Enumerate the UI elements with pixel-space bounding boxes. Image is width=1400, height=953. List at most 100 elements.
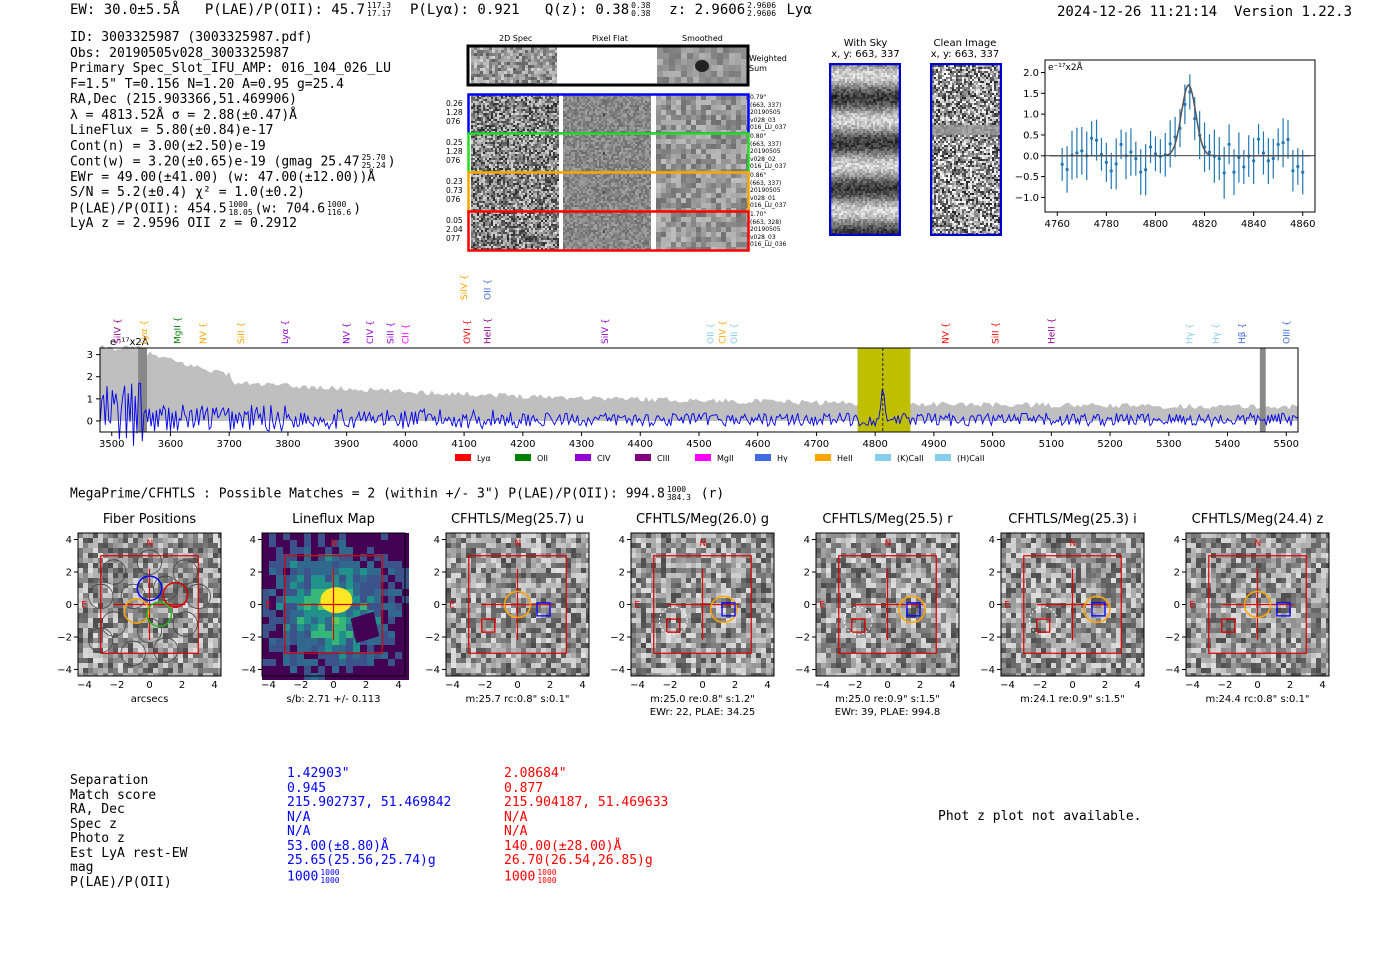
imaging-ytick-label: 2 xyxy=(989,568,995,579)
fiber-pixel-flat-mark xyxy=(603,152,605,155)
compass-n: N xyxy=(1070,539,1077,549)
full-spectrum-ytick-label: 3 xyxy=(87,350,93,361)
full-spectrum-xtick-label: 3500 xyxy=(99,439,124,450)
aperture-box xyxy=(100,555,199,654)
imaging-ytick-label: −4 xyxy=(610,665,625,676)
fiber-row-right-label: 0.79" (663, 337) 20190505 v028_03 016_LU_037 xyxy=(750,94,787,131)
fiber-pixel-flat-mark xyxy=(603,113,605,116)
imaging-xtick-label: 0 xyxy=(884,680,891,691)
fiber-2d-spec xyxy=(471,95,559,133)
imaging-xtick-label: 2 xyxy=(362,680,370,691)
match-value: 26.70(26.54,26.85)g xyxy=(504,853,653,868)
full-spectrum-xtick-label: 4500 xyxy=(686,439,711,450)
imaging-xtick-label: −2 xyxy=(293,680,309,691)
line-mark-label: CIV { xyxy=(366,320,376,344)
linefit-xtick-label: 4780 xyxy=(1094,219,1119,230)
header-plae: P(LAE)/P(OII): 45.7 xyxy=(204,2,366,18)
clean-image-title: Clean Image x, y: 663, 337 xyxy=(930,38,1000,60)
match-value: N/A xyxy=(504,824,528,839)
match-1-box xyxy=(536,602,551,617)
imaging-ytick-label: −2 xyxy=(1165,633,1180,644)
match-label: Est LyA rest-EW xyxy=(70,845,188,861)
linefit-ytick-label: 0.5 xyxy=(1023,130,1039,141)
full-spectrum-xtick-label: 4100 xyxy=(451,439,476,450)
match-1-values: 1.42903" 0.945 215.902737, 51.469842 N/A N/A… xyxy=(287,766,451,885)
imaging-panel-title: Lineflux Map xyxy=(292,512,375,527)
legend-swatch xyxy=(875,454,891,461)
imaging-xtick-label: 0 xyxy=(699,680,706,691)
info-contn: Cont(n) = 3.00(±2.50)e-19 xyxy=(70,138,266,154)
imaging-xtick-label: 2 xyxy=(1101,680,1109,691)
full-spectrum-xtick-label: 3900 xyxy=(334,439,359,450)
imaging-ytick-label: 0 xyxy=(619,600,625,611)
weighted-2d-spec xyxy=(471,47,557,84)
imaging-xtick-label: −4 xyxy=(445,680,460,691)
imaging-caption: m:24.4 rc:0.8" s:0.1" xyxy=(1205,694,1310,705)
imaging-ytick-label: 0 xyxy=(434,600,440,611)
header-timestamp-version: 2024-12-26 11:21:14 Version 1.22.3 xyxy=(1057,4,1352,20)
imaging-noise xyxy=(631,533,774,676)
full-spectrum-xtick-label: 4900 xyxy=(921,439,946,450)
imaging-xtick-label: 2 xyxy=(1286,680,1294,691)
imaging-caption: m:24.1 re:0.9" s:1.5" xyxy=(1020,694,1125,705)
fiber-separator xyxy=(559,134,563,172)
fiber-circle xyxy=(88,627,114,653)
imaging-xtick-label: 2 xyxy=(178,680,186,691)
line-mark-label: SiIV { xyxy=(460,275,470,300)
info-contw: Cont(w) = 3.20(±0.65)e-19 (gmag 25.47 25.… xyxy=(70,153,396,170)
fiber-separator xyxy=(559,212,563,250)
match-2-box xyxy=(1221,618,1236,633)
fiber-pixel-flat xyxy=(563,212,651,250)
aperture-box xyxy=(1208,555,1307,654)
linefit-ytick-label: −1.0 xyxy=(1015,193,1039,204)
imaging-ytick-label: 4 xyxy=(434,535,440,546)
imaging-xticks: −4 −2 0 2 4 xyxy=(973,680,1156,692)
aperture-box xyxy=(468,555,567,654)
line-mark-label: Hγ { xyxy=(1185,323,1195,344)
full-spectrum-xtick-label: 5500 xyxy=(1274,439,1299,450)
fiber-frame xyxy=(467,210,750,252)
imaging-ytick-label: 4 xyxy=(66,535,72,546)
full-spectrum-xtick-label: 4200 xyxy=(510,439,535,450)
fiber-smoothed xyxy=(656,134,748,172)
fiber-circle xyxy=(101,559,127,585)
imaging-xtick-label: −2 xyxy=(1217,680,1233,691)
imaging-panel-title: CFHTLS/Meg(25.5) r xyxy=(822,512,953,527)
compass-e: E xyxy=(81,601,87,611)
linefit-xtick-label: 4820 xyxy=(1192,219,1217,230)
info-lambda: λ = 4813.52Å σ = 2.88(±0.47)Å xyxy=(70,107,297,123)
match-label: Match score xyxy=(70,787,157,803)
imaging-xtick-label: 2 xyxy=(916,680,924,691)
line-mark-label: CIV { xyxy=(718,320,728,344)
compass-e: E xyxy=(819,601,825,611)
compass-n: N xyxy=(331,539,338,549)
full-spectrum-xtick-label: 3800 xyxy=(275,439,300,450)
line-mark-label: SiII { xyxy=(992,322,1002,344)
imaging-caption: s/b: 2.71 +/- 0.113 xyxy=(286,694,381,705)
aperture-box xyxy=(284,555,383,654)
line-mark-label: CII { xyxy=(401,324,411,344)
line-mark-label: OVI { xyxy=(463,320,473,344)
line-mark-label: OIII { xyxy=(1282,320,1292,344)
catalog-circle xyxy=(658,606,688,636)
full-spectrum-xtick-label: 5100 xyxy=(1039,439,1064,450)
legend-swatch xyxy=(515,454,531,461)
imaging-ytick-label: −4 xyxy=(980,665,995,676)
imaging-panel: N E 4 2 0 −2 −4 xyxy=(241,532,409,680)
fiber-2d-spec xyxy=(471,212,559,250)
match-1-box xyxy=(906,602,921,617)
fiber-blue xyxy=(136,575,163,602)
imaging-xticks: −4 −2 0 2 4 xyxy=(603,680,786,692)
compass-e: E xyxy=(265,601,271,611)
imaging-xticks: −4 −2 0 2 4 xyxy=(418,680,601,692)
imaging-panel: N E 4 2 0 −2 −4 xyxy=(425,532,590,677)
lineflux-peak xyxy=(320,587,353,614)
match-label: Separation xyxy=(70,773,149,788)
imaging-xtick-label: 4 xyxy=(764,680,771,691)
full-spectrum-mask xyxy=(1259,348,1266,432)
fiber-circle xyxy=(120,640,146,666)
imaging-ytick-label: −4 xyxy=(241,665,256,676)
fiber-pixel-flat-mark xyxy=(603,191,605,194)
match-value: 140.00(±28.00)Å xyxy=(504,838,622,854)
imaging-xtick-label: −2 xyxy=(109,680,125,691)
